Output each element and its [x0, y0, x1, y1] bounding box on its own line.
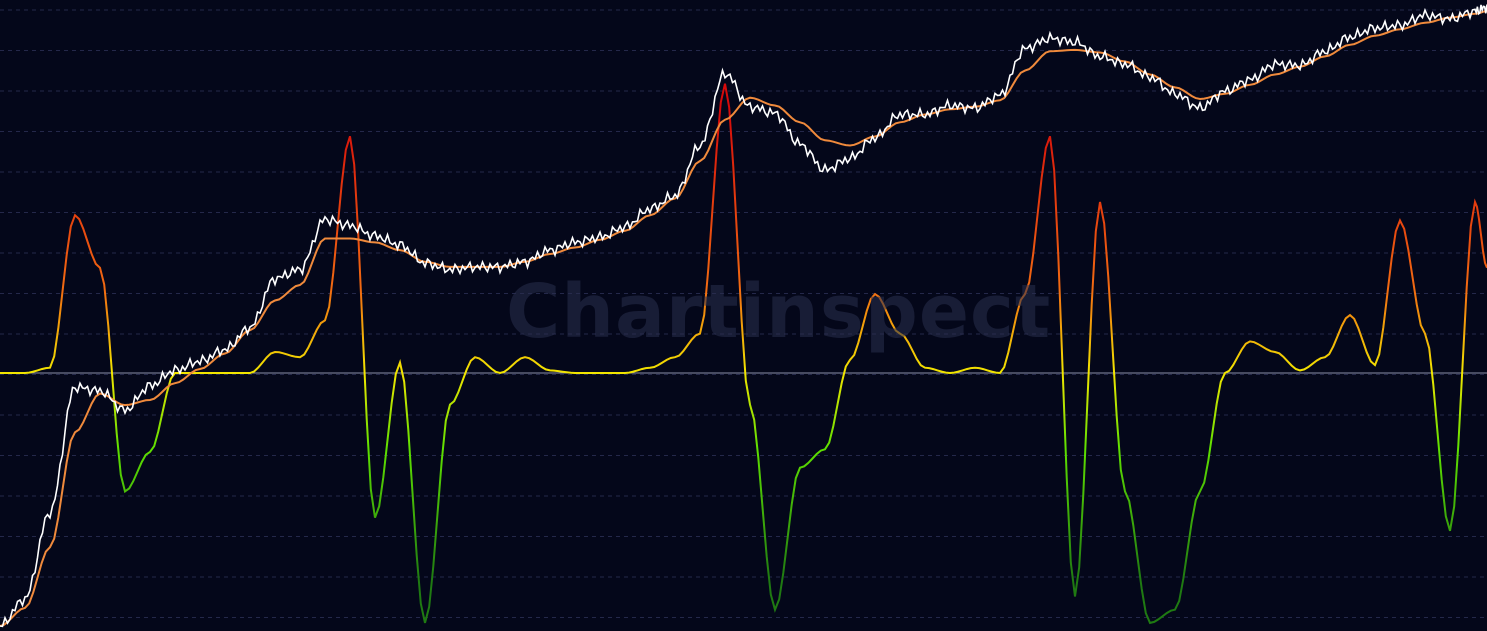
price-series-line [0, 4, 1487, 628]
oscillator-series-line [0, 83, 1487, 625]
moving-average-series-line [0, 10, 1487, 627]
